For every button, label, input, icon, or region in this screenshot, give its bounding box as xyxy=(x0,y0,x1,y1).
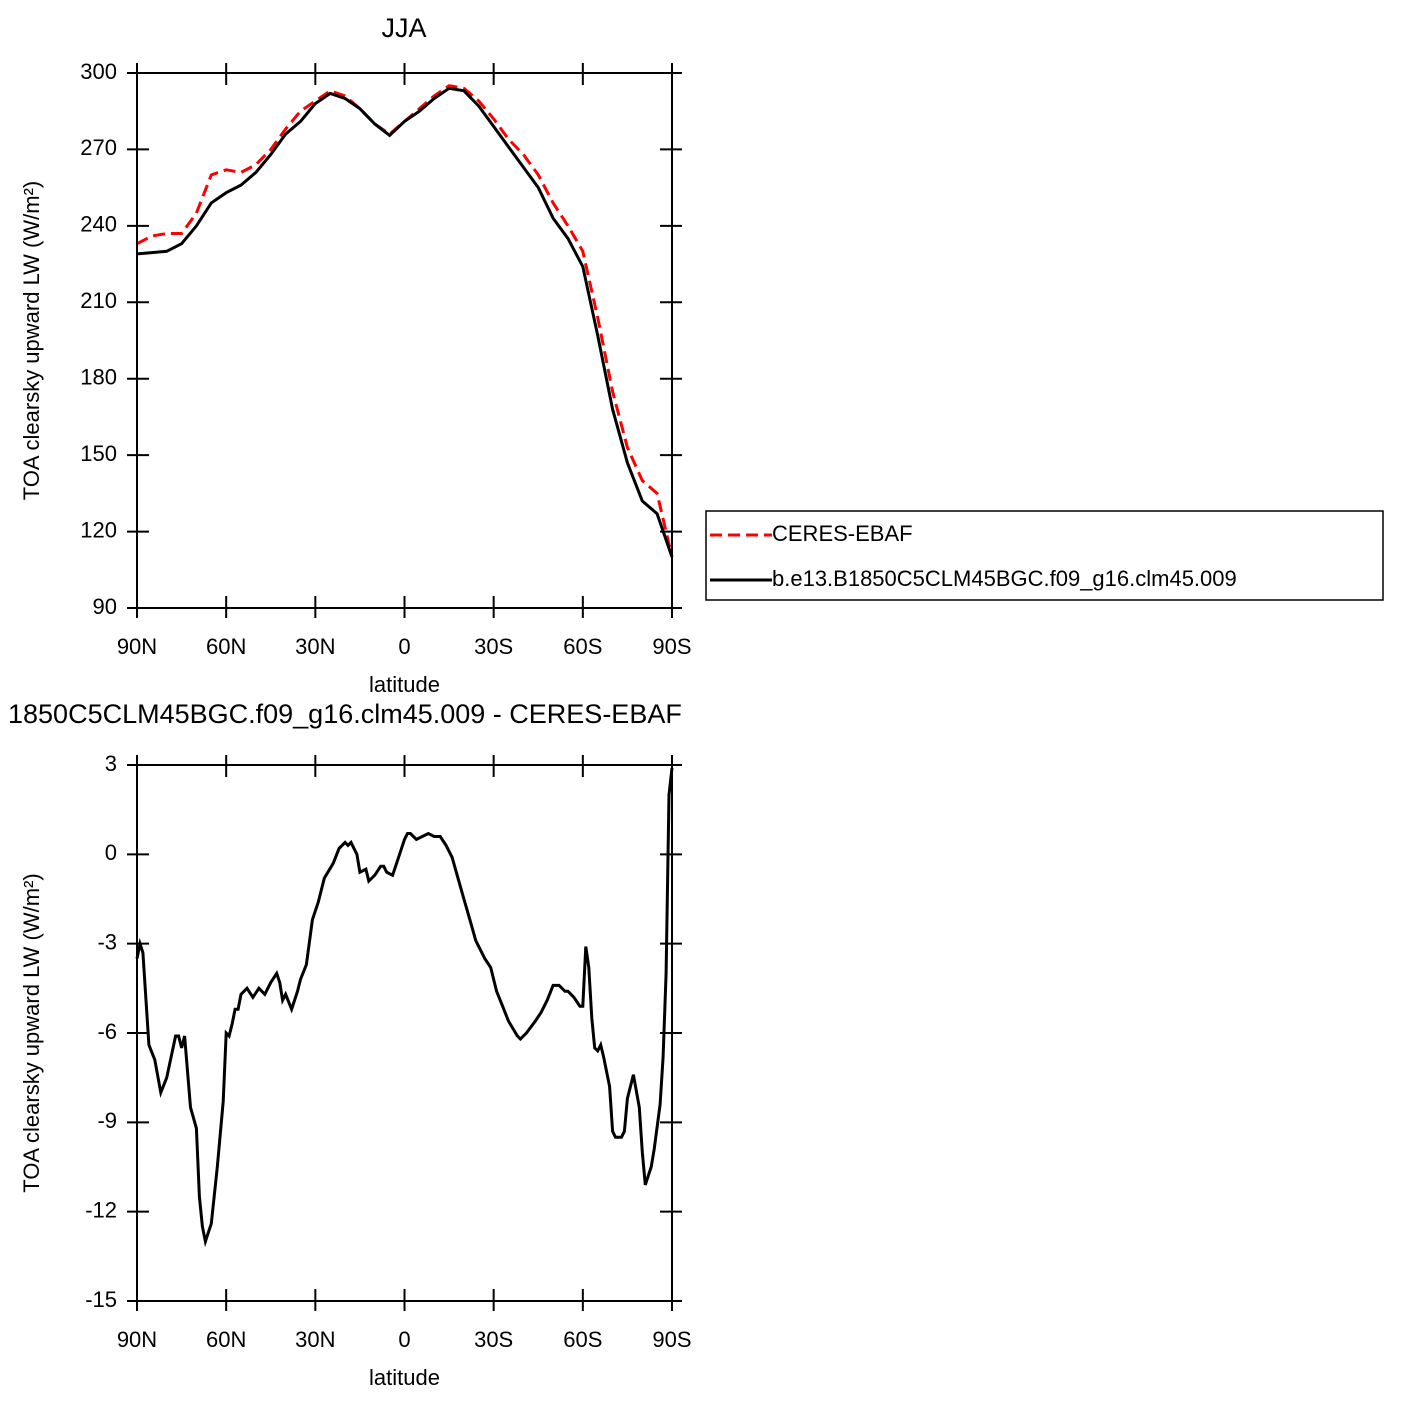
x-tick-label: 30N xyxy=(295,1327,335,1352)
y-tick-label: 0 xyxy=(105,840,117,865)
legend-label: CERES-EBAF xyxy=(772,521,913,546)
y-tick-label: 90 xyxy=(93,594,117,619)
y-tick-label: -6 xyxy=(97,1019,117,1044)
y-tick-label: 270 xyxy=(80,135,117,160)
legend: CERES-EBAF b.e13.B1850C5CLM45BGC.f09_g16.… xyxy=(705,510,1384,601)
y-tick-label: 150 xyxy=(80,441,117,466)
y-tick-label: 240 xyxy=(80,212,117,237)
x-tick-label: 60N xyxy=(206,1327,246,1352)
y-tick-label: -3 xyxy=(97,929,117,954)
x-tick-label: 60S xyxy=(563,634,602,659)
x-tick-label: 90S xyxy=(652,634,691,659)
chart-title: 1850C5CLM45BGC.f09_g16.clm45.009 - CERES… xyxy=(8,699,682,729)
y-tick-label: 3 xyxy=(105,751,117,776)
x-tick-label: 90N xyxy=(117,634,157,659)
y-axis-label: TOA clearsky upward LW (W/m²) xyxy=(19,181,44,500)
x-tick-label: 60S xyxy=(563,1327,602,1352)
y-tick-label: -9 xyxy=(97,1108,117,1133)
y-tick-label: -15 xyxy=(85,1287,117,1312)
x-tick-label: 90S xyxy=(652,1327,691,1352)
x-axis-label: latitude xyxy=(369,672,440,697)
x-tick-label: 30S xyxy=(474,634,513,659)
x-tick-label: 90N xyxy=(117,1327,157,1352)
legend-label: b.e13.B1850C5CLM45BGC.f09_g16.clm45.009 xyxy=(772,566,1237,591)
y-tick-label: 180 xyxy=(80,365,117,390)
x-tick-label: 30N xyxy=(295,634,335,659)
data-line xyxy=(136,86,674,558)
y-tick-label: 120 xyxy=(80,517,117,542)
y-tick-label: -12 xyxy=(85,1197,117,1222)
x-tick-label: 0 xyxy=(398,1327,410,1352)
plot-frame xyxy=(136,764,673,1302)
y-tick-label: 210 xyxy=(80,288,117,313)
data-line xyxy=(135,767,674,1248)
plot-frame xyxy=(136,72,673,609)
x-tick-label: 30S xyxy=(474,1327,513,1352)
x-tick-label: 0 xyxy=(398,634,410,659)
x-tick-label: 60N xyxy=(206,634,246,659)
legend-box xyxy=(705,510,1384,601)
x-axis-label: latitude xyxy=(369,1365,440,1390)
y-axis-label: TOA clearsky upward LW (W/m²) xyxy=(19,873,44,1192)
data-line xyxy=(136,84,674,558)
chart-title: JJA xyxy=(381,13,426,43)
y-tick-label: 300 xyxy=(80,59,117,84)
